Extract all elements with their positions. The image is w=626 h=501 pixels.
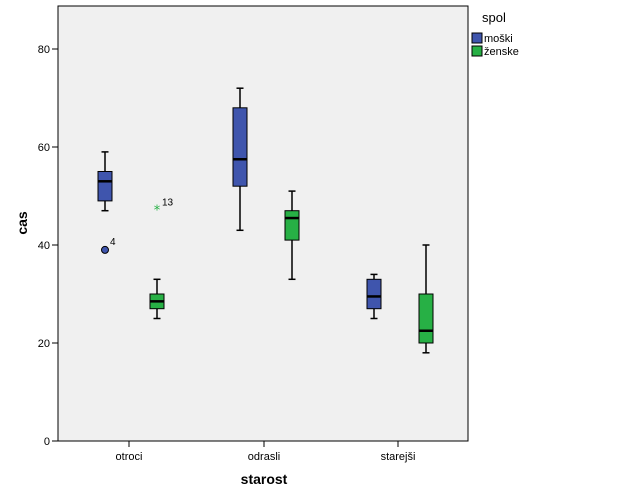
iqr-box [284,210,300,241]
box [366,273,382,320]
legend-label: moški [484,33,513,45]
x-tick-label: otroci [116,451,143,463]
box [97,151,113,212]
iqr-box [232,107,248,187]
plot-area [57,5,469,442]
outlier-group: 4 *13 [101,198,174,254]
box [232,87,248,232]
x-axis-title: starost [241,471,288,487]
x-axis: otroci odrasli starejši [116,441,416,463]
legend-swatch [471,45,483,57]
x-tick-label: odrasli [248,451,280,463]
legend-swatch [471,32,483,44]
iqr-box [366,278,382,310]
outlier-point [101,245,109,254]
y-tick-label: 40 [38,240,50,252]
box [149,278,165,320]
box [284,190,300,281]
legend-label: ženske [484,46,519,58]
legend-title: spol [482,10,506,25]
y-tick-label: 20 [38,338,50,350]
iqr-box [418,293,434,344]
outlier-star: * [154,204,161,219]
y-tick-label: 0 [44,436,50,448]
y-axis-title: cas [14,211,30,235]
box [418,244,434,354]
y-tick-label: 80 [38,44,50,56]
outlier-label: 4 [110,237,116,248]
iqr-box [97,171,113,202]
box-group [97,87,434,354]
x-tick-label: starejši [381,451,416,463]
y-tick-label: 60 [38,142,50,154]
y-axis: 0 20 40 60 80 [38,44,58,448]
outlier-label: 13 [162,198,174,209]
